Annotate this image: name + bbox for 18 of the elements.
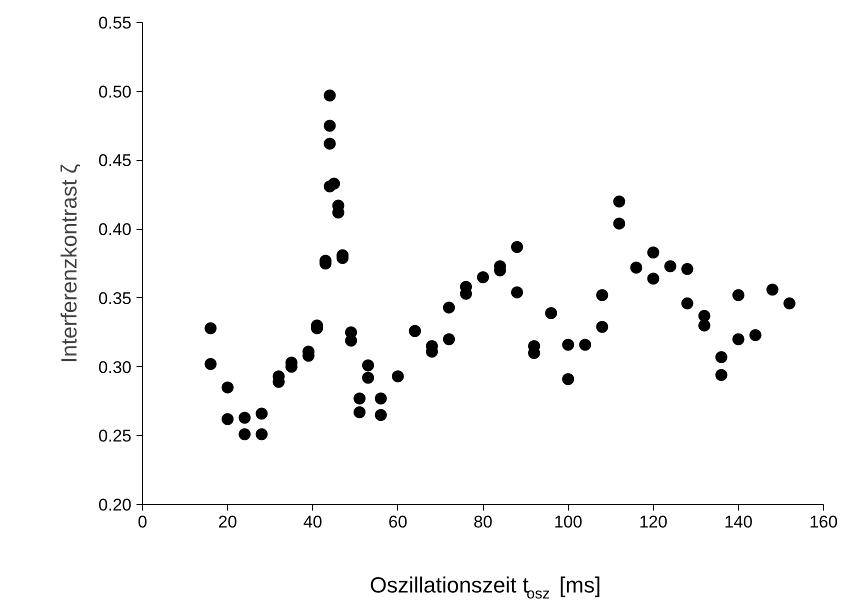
x-tick-label: 120: [639, 512, 668, 532]
x-tick-label: 0: [138, 512, 148, 532]
x-tick-label: 160: [809, 512, 838, 532]
y-axis-title: Interferenzkontrast ζ: [56, 164, 82, 364]
y-tick-label: 0.40: [98, 220, 132, 240]
y-tick-label: 0.45: [98, 151, 132, 170]
y-tick-label: 0.50: [98, 82, 132, 102]
y-tick-label: 0.35: [98, 288, 132, 308]
y-tick-label: 0.20: [98, 496, 132, 514]
x-tick-label: 100: [554, 512, 582, 532]
y-tick-label: 0.55: [98, 14, 132, 32]
x-tick-label: 20: [218, 512, 238, 532]
x-tick-label: 60: [388, 512, 408, 532]
x-tick-label: 80: [474, 512, 492, 532]
x-tick-label: 140: [724, 512, 753, 532]
y-tick-label: 0.30: [98, 358, 132, 377]
x-tick-label: 40: [303, 512, 322, 532]
y-tick-label: 0.25: [98, 426, 132, 446]
